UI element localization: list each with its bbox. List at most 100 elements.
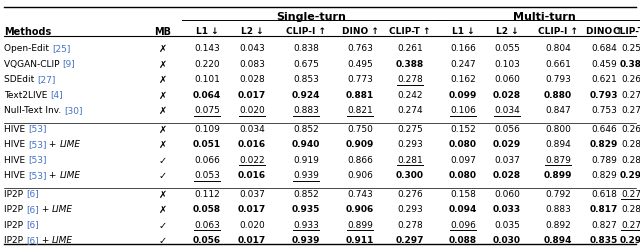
Text: HIVE: HIVE [4, 171, 28, 180]
Text: 0.919: 0.919 [293, 155, 319, 165]
Text: 0.275: 0.275 [621, 221, 640, 230]
Text: 0.143: 0.143 [194, 44, 220, 53]
Text: SDEdit: SDEdit [4, 75, 37, 84]
Text: 0.939: 0.939 [292, 236, 320, 245]
Text: 0.661: 0.661 [545, 60, 571, 68]
Text: 0.911: 0.911 [346, 236, 374, 245]
Text: 0.034: 0.034 [239, 124, 265, 133]
Text: 0.743: 0.743 [347, 189, 373, 198]
Text: 0.267: 0.267 [621, 124, 640, 133]
Text: 0.096: 0.096 [450, 221, 476, 230]
Text: +: + [47, 140, 60, 149]
Text: L1 ↓: L1 ↓ [452, 27, 474, 36]
Text: DINO ↑: DINO ↑ [342, 27, 378, 36]
Text: 0.804: 0.804 [545, 44, 571, 53]
Text: 0.017: 0.017 [238, 90, 266, 100]
Text: 0.297: 0.297 [396, 236, 424, 245]
Text: 0.016: 0.016 [238, 171, 266, 180]
Text: Single-turn: Single-turn [276, 12, 346, 22]
Text: ✗: ✗ [159, 106, 167, 116]
Text: CLIP-I ↑: CLIP-I ↑ [538, 27, 578, 36]
Text: 0.847: 0.847 [545, 106, 571, 115]
Text: IP2P: IP2P [4, 221, 26, 230]
Text: CLIP-I ↑: CLIP-I ↑ [286, 27, 326, 36]
Text: 0.051: 0.051 [193, 140, 221, 149]
Text: 0.894: 0.894 [544, 236, 572, 245]
Text: 0.053: 0.053 [194, 171, 220, 180]
Text: 0.060: 0.060 [494, 189, 520, 198]
Text: 0.037: 0.037 [239, 189, 265, 198]
Text: 0.064: 0.064 [193, 90, 221, 100]
Text: 0.016: 0.016 [238, 140, 266, 149]
Text: 0.280: 0.280 [621, 155, 640, 165]
Text: 0.295: 0.295 [620, 171, 640, 180]
Text: 0.075: 0.075 [194, 106, 220, 115]
Text: 0.827: 0.827 [591, 221, 617, 230]
Text: CLIP-T ↑: CLIP-T ↑ [613, 27, 640, 36]
Text: 0.028: 0.028 [493, 171, 521, 180]
Text: ✗: ✗ [159, 140, 167, 150]
Text: +: + [38, 236, 52, 245]
Text: CLIP-T ↑: CLIP-T ↑ [389, 27, 431, 36]
Text: HIVE: HIVE [4, 155, 28, 165]
Text: 0.792: 0.792 [545, 189, 571, 198]
Text: Multi-turn: Multi-turn [513, 12, 575, 22]
Text: 0.112: 0.112 [194, 189, 220, 198]
Text: 0.800: 0.800 [545, 124, 571, 133]
Text: HIVE: HIVE [4, 140, 28, 149]
Text: 0.883: 0.883 [293, 106, 319, 115]
Text: 0.109: 0.109 [194, 124, 220, 133]
Text: ✗: ✗ [159, 124, 167, 134]
Text: ✓: ✓ [159, 221, 167, 231]
Text: 0.275: 0.275 [397, 124, 423, 133]
Text: 0.269: 0.269 [621, 75, 640, 84]
Text: [53]: [53] [28, 171, 47, 180]
Text: VQGAN-CLIP: VQGAN-CLIP [4, 60, 62, 68]
Text: [6]: [6] [26, 221, 38, 230]
Text: 0.892: 0.892 [545, 221, 571, 230]
Text: 0.080: 0.080 [449, 140, 477, 149]
Text: HIVE: HIVE [4, 124, 28, 133]
Text: 0.835: 0.835 [590, 236, 618, 245]
Text: LIME: LIME [52, 236, 73, 245]
Text: 0.385: 0.385 [620, 60, 640, 68]
Text: 0.852: 0.852 [293, 189, 319, 198]
Text: 0.043: 0.043 [239, 44, 265, 53]
Text: 0.033: 0.033 [493, 205, 521, 214]
Text: 0.278: 0.278 [397, 221, 423, 230]
Text: 0.924: 0.924 [292, 90, 320, 100]
Text: 0.274: 0.274 [397, 106, 423, 115]
Text: 0.300: 0.300 [396, 171, 424, 180]
Text: 0.838: 0.838 [293, 44, 319, 53]
Text: 0.853: 0.853 [293, 75, 319, 84]
Text: 0.106: 0.106 [450, 106, 476, 115]
Text: [9]: [9] [62, 60, 75, 68]
Text: 0.821: 0.821 [347, 106, 373, 115]
Text: 0.881: 0.881 [346, 90, 374, 100]
Text: 0.621: 0.621 [591, 75, 617, 84]
Text: ✓: ✓ [159, 171, 167, 181]
Text: 0.909: 0.909 [346, 140, 374, 149]
Text: 0.495: 0.495 [347, 60, 373, 68]
Text: [53]: [53] [28, 124, 47, 133]
Text: 0.675: 0.675 [293, 60, 319, 68]
Text: 0.066: 0.066 [194, 155, 220, 165]
Text: 0.272: 0.272 [621, 90, 640, 100]
Text: 0.034: 0.034 [494, 106, 520, 115]
Text: 0.293: 0.293 [397, 140, 423, 149]
Text: 0.056: 0.056 [494, 124, 520, 133]
Text: 0.083: 0.083 [239, 60, 265, 68]
Text: 0.940: 0.940 [292, 140, 320, 149]
Text: +: + [47, 171, 60, 180]
Text: 0.618: 0.618 [591, 189, 617, 198]
Text: 0.103: 0.103 [494, 60, 520, 68]
Text: IP2P: IP2P [4, 205, 26, 214]
Text: 0.088: 0.088 [449, 236, 477, 245]
Text: ✗: ✗ [159, 189, 167, 199]
Text: L1 ↓: L1 ↓ [196, 27, 218, 36]
Text: 0.899: 0.899 [347, 221, 373, 230]
Text: [6]: [6] [26, 205, 38, 214]
Text: 0.037: 0.037 [494, 155, 520, 165]
Text: [53]: [53] [28, 155, 47, 165]
Text: ✓: ✓ [159, 155, 167, 166]
